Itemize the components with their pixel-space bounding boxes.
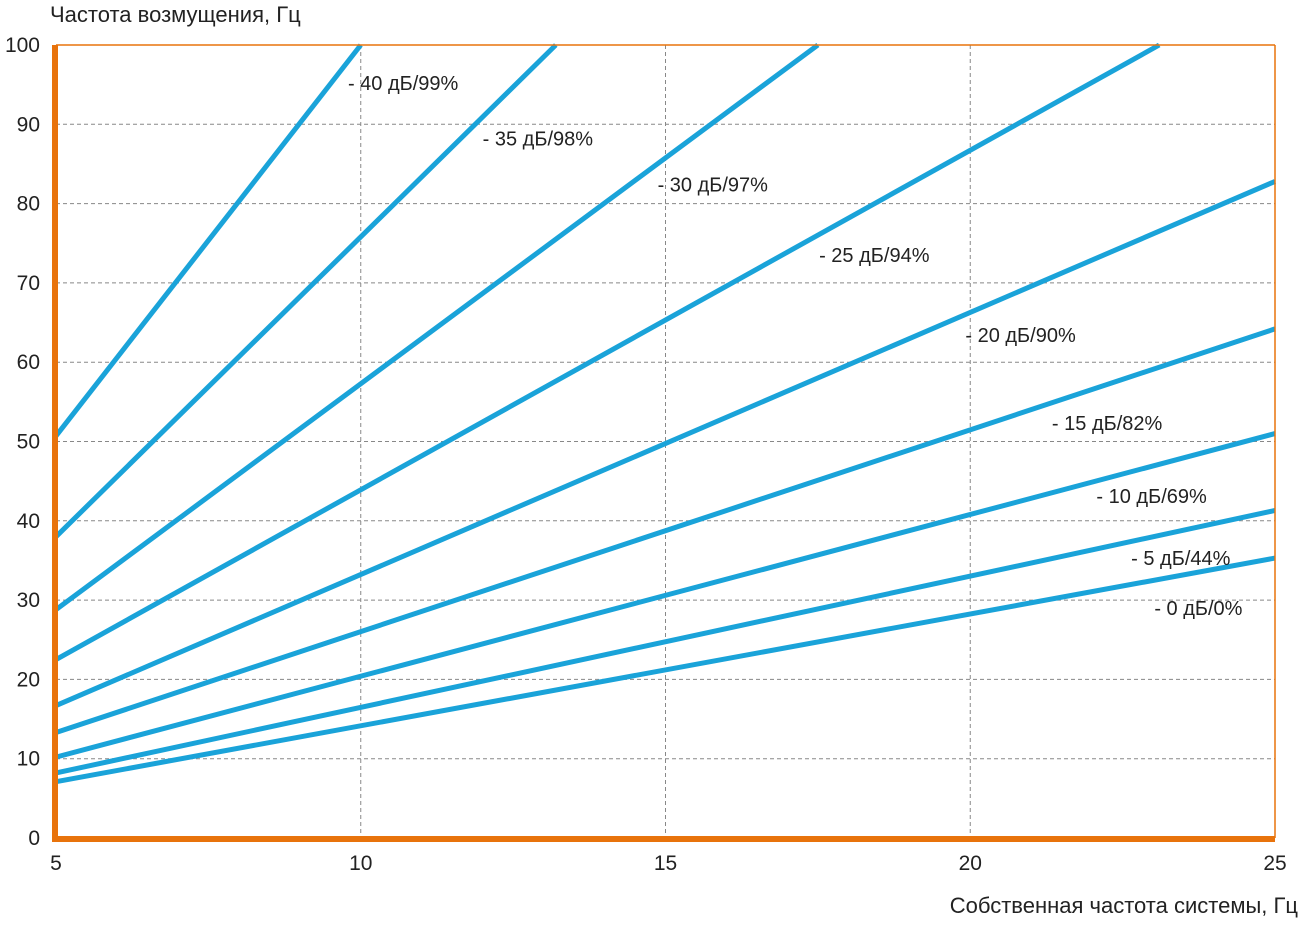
tick-labels: 5 10 15 20 25 0 10 20 30 40 50 60 70 80 90 100 bbox=[5, 34, 1287, 875]
series-line bbox=[55, 326, 1276, 735]
series-line bbox=[54, 42, 1161, 662]
series-label: - 35 дБ/98% bbox=[483, 128, 594, 150]
y-tick-label: 70 bbox=[17, 272, 40, 295]
series-line bbox=[55, 555, 1276, 785]
y-tick-label: 10 bbox=[17, 748, 40, 771]
series-label: - 0 дБ/0% bbox=[1154, 598, 1242, 620]
x-tick-label: 10 bbox=[349, 852, 372, 875]
series-line bbox=[54, 42, 820, 612]
y-tick-label: 50 bbox=[17, 431, 40, 454]
x-axis-title: Собственная частота системы, Гц bbox=[950, 893, 1299, 918]
series-line bbox=[55, 179, 1276, 708]
x-tick-label: 20 bbox=[959, 852, 982, 875]
series-label: - 15 дБ/82% bbox=[1052, 413, 1163, 435]
y-tick-label: 40 bbox=[17, 510, 40, 533]
series-line bbox=[54, 43, 363, 438]
y-tick-label: 20 bbox=[17, 668, 40, 691]
x-tick-label: 5 bbox=[50, 852, 62, 875]
series-labels: - 0 дБ/0% - 5 дБ/44% - 10 дБ/69% - 15 дБ/82… bbox=[348, 73, 1243, 620]
axes bbox=[52, 44, 1276, 842]
series-label: - 40 дБ/99% bbox=[348, 73, 459, 95]
series-line bbox=[55, 508, 1276, 776]
y-tick-label: 80 bbox=[17, 193, 40, 216]
y-tick-label: 30 bbox=[17, 589, 40, 612]
y-tick-label: 100 bbox=[5, 34, 40, 57]
series-lines bbox=[54, 42, 1276, 785]
series-line bbox=[54, 43, 558, 539]
x-tick-label: 25 bbox=[1263, 852, 1286, 875]
series-label: - 20 дБ/90% bbox=[965, 325, 1076, 347]
y-tick-label: 0 bbox=[28, 827, 40, 850]
series-label: - 5 дБ/44% bbox=[1131, 548, 1230, 570]
y-axis-title: Частота возмущения, Гц bbox=[50, 2, 301, 27]
series-label: - 30 дБ/97% bbox=[658, 174, 769, 196]
x-tick-label: 15 bbox=[654, 852, 677, 875]
series-line bbox=[55, 431, 1276, 760]
y-tick-label: 90 bbox=[17, 113, 40, 136]
series-label: - 25 дБ/94% bbox=[819, 245, 930, 267]
y-tick-label: 60 bbox=[17, 351, 40, 374]
series-label: - 10 дБ/69% bbox=[1096, 486, 1207, 508]
